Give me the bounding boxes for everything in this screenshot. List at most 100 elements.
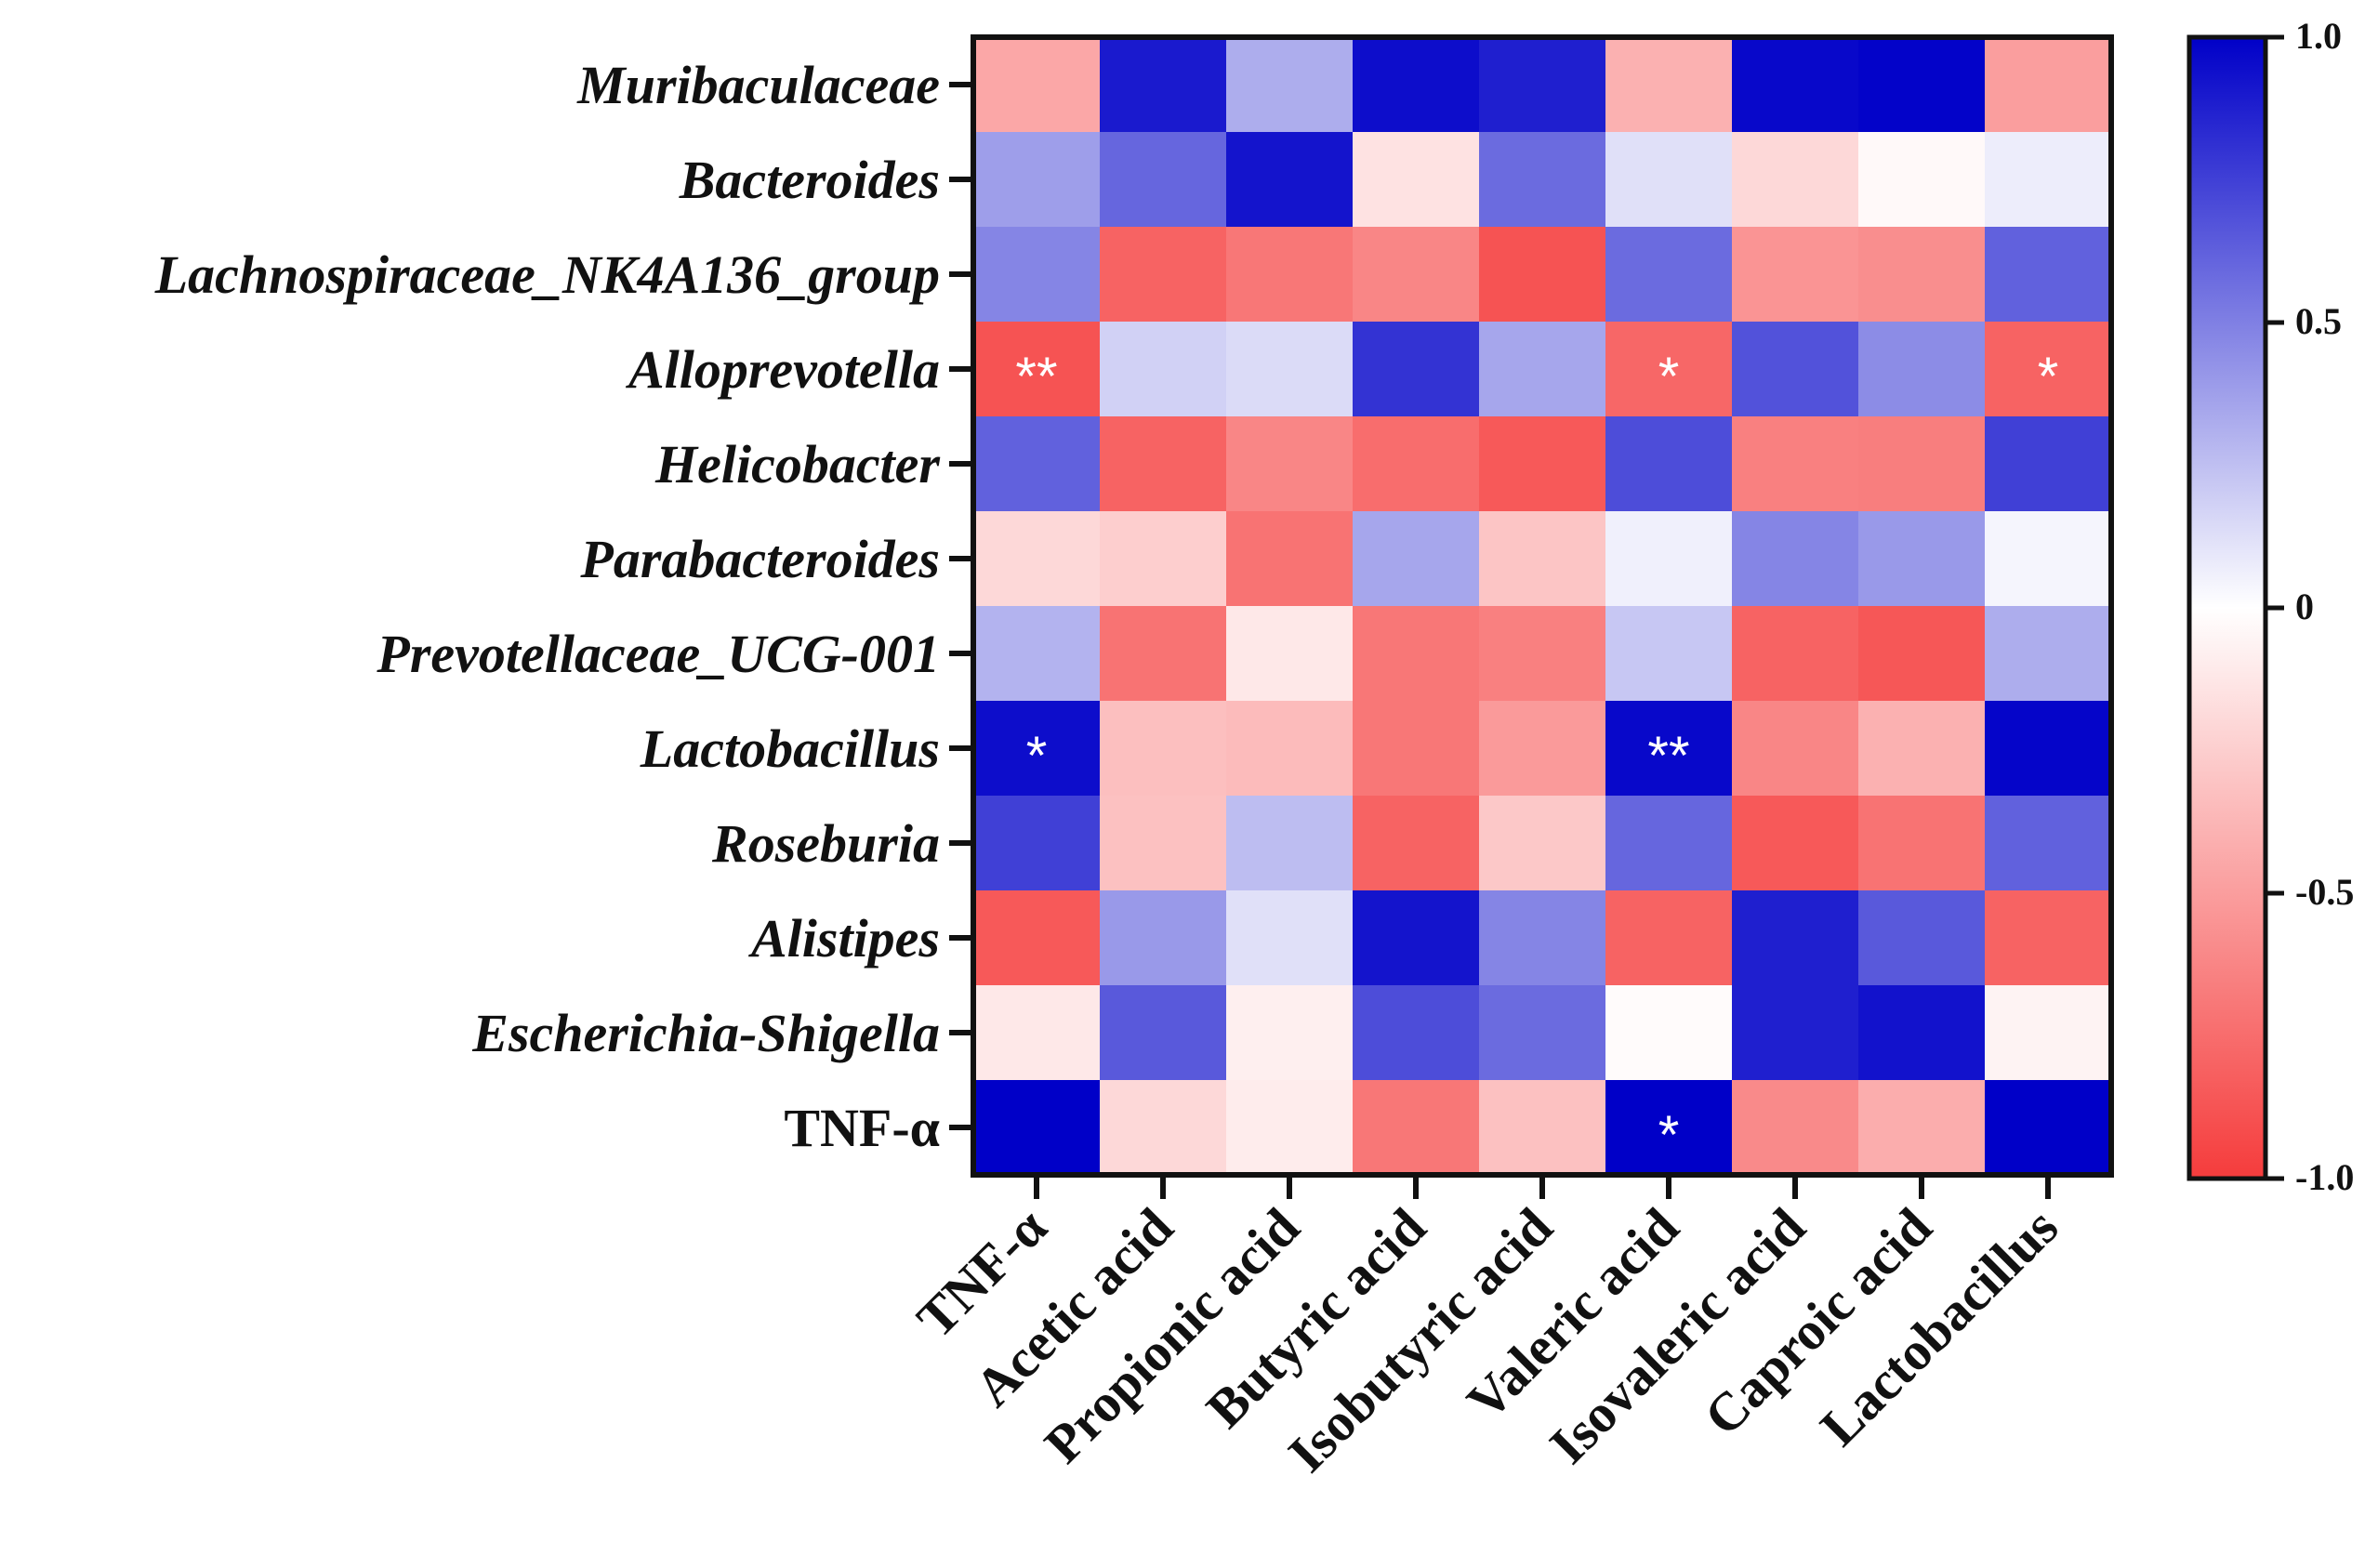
heatmap-cell-r3-c1	[1100, 322, 1227, 417]
heatmap-cell-r10-c2	[1226, 985, 1354, 1081]
heatmap-cell-r8-c8	[1985, 796, 2112, 891]
heatmap-cell-r3-c2	[1226, 322, 1354, 417]
row-label: TNF-α	[784, 1098, 940, 1158]
heatmap-cell-r8-c0	[973, 796, 1101, 891]
row-label: Muribaculaceae	[576, 55, 940, 115]
heatmap-cell-r11-c5	[1605, 1080, 1733, 1176]
row-label: Prevotellaceae_UCG-001	[376, 624, 940, 684]
heatmap-cell-r1-c4	[1479, 132, 1606, 228]
row-labels: Muribaculaceae Bacteroides Lachnospiraceae…	[154, 55, 941, 1158]
heatmap-cell-r1-c3	[1353, 132, 1480, 228]
heatmap-cell-r3-c4	[1479, 322, 1606, 417]
heatmap-cell-r0-c5	[1605, 37, 1733, 133]
column-ticks	[1034, 1175, 2051, 1199]
heatmap-cell-r0-c8	[1985, 37, 2112, 133]
row-label: Alistipes	[748, 908, 940, 968]
heatmap-cell-r7-c0	[973, 701, 1101, 797]
colorbar-tick-label: 0.5	[2295, 300, 2342, 342]
row-label: Lachnospiraceae_NK4A136_group	[154, 244, 940, 305]
row-label: Helicobacter	[654, 434, 940, 494]
heatmap-cell-r9-c8	[1985, 890, 2112, 986]
heatmap-cell-r6-c0	[973, 606, 1101, 702]
heatmap-cell-r7-c4	[1479, 701, 1606, 797]
heatmap-cell-r9-c2	[1226, 890, 1354, 986]
heatmap-cell-r3-c8	[1985, 322, 2112, 417]
colorbar-ticks: 1.0 0.5 0 -0.5 -1.0	[2266, 15, 2354, 1198]
heatmap-cell-r4-c4	[1479, 416, 1606, 512]
heatmap-cell-r11-c3	[1353, 1080, 1480, 1176]
heatmap-cell-r7-c2	[1226, 701, 1354, 797]
heatmap-cell-r2-c1	[1100, 227, 1227, 323]
row-label: Parabacteroides	[579, 529, 940, 589]
heatmap-cell-r4-c6	[1732, 416, 1859, 512]
heatmap-cell-r7-c7	[1858, 701, 1986, 797]
heatmap-cell-r0-c1	[1100, 37, 1227, 133]
heatmap-cell-r5-c6	[1732, 511, 1859, 607]
heatmap-cell-r5-c4	[1479, 511, 1606, 607]
heatmap-cell-r5-c2	[1226, 511, 1354, 607]
heatmap-cell-r5-c7	[1858, 511, 1986, 607]
heatmap-cell-r10-c4	[1479, 985, 1606, 1081]
heatmap-cell-r7-c6	[1732, 701, 1859, 797]
significance-mark: **	[1015, 347, 1057, 407]
heatmap-cell-r0-c4	[1479, 37, 1606, 133]
row-label: Lactobacillus	[640, 718, 940, 779]
heatmap-cell-r10-c3	[1353, 985, 1480, 1081]
heatmap-cell-r9-c1	[1100, 890, 1227, 986]
significance-mark: *	[2038, 347, 2059, 407]
heatmap-cell-r0-c2	[1226, 37, 1354, 133]
row-label: Escherichia-Shigella	[471, 1003, 940, 1063]
heatmap-cell-r6-c7	[1858, 606, 1986, 702]
heatmap-cell-r3-c3	[1353, 322, 1480, 417]
heatmap-cell-r9-c4	[1479, 890, 1606, 986]
heatmap-cell-r10-c7	[1858, 985, 1986, 1081]
heatmap-cell-r8-c1	[1100, 796, 1227, 891]
heatmap-cell-r6-c3	[1353, 606, 1480, 702]
heatmap-cell-r2-c8	[1985, 227, 2112, 323]
heatmap-cell-r6-c8	[1985, 606, 2112, 702]
heatmap-cell-r0-c3	[1353, 37, 1480, 133]
heatmap-cell-r9-c0	[973, 890, 1101, 986]
heatmap-cell-r9-c7	[1858, 890, 1986, 986]
significance-mark: **	[1647, 726, 1689, 786]
heatmap-cell-r5-c5	[1605, 511, 1733, 607]
heatmap-cell-r1-c2	[1226, 132, 1354, 228]
heatmap-cell-r4-c2	[1226, 416, 1354, 512]
significance-mark: *	[1026, 726, 1048, 786]
heatmap-cell-r11-c7	[1858, 1080, 1986, 1176]
heatmap-cell-r3-c0	[973, 322, 1101, 417]
heatmap-cell-r7-c1	[1100, 701, 1227, 797]
significance-marks: ** * ** ***	[1015, 347, 2058, 1166]
heatmap-cell-r8-c7	[1858, 796, 1986, 891]
heatmap-cell-r2-c3	[1353, 227, 1480, 323]
heatmap-cell-r0-c0	[973, 37, 1101, 133]
heatmap-cell-r11-c0	[973, 1080, 1101, 1176]
heatmap-cell-r4-c7	[1858, 416, 1986, 512]
heatmap-cell-r0-c6	[1732, 37, 1859, 133]
heatmap-cell-r11-c4	[1479, 1080, 1606, 1176]
row-ticks	[949, 82, 973, 1130]
heatmap-cell-r8-c6	[1732, 796, 1859, 891]
significance-mark: *	[1658, 347, 1680, 407]
heatmap-cell-r8-c5	[1605, 796, 1733, 891]
row-label: Roseburia	[711, 813, 940, 874]
heatmap-cell-r5-c1	[1100, 511, 1227, 607]
heatmap-cell-r4-c0	[973, 416, 1101, 512]
heatmap-cell-r9-c5	[1605, 890, 1733, 986]
heatmap-cell-r11-c2	[1226, 1080, 1354, 1176]
heatmap-cell-r9-c6	[1732, 890, 1859, 986]
heatmap-cell-r10-c6	[1732, 985, 1859, 1081]
heatmap-cell-r4-c3	[1353, 416, 1480, 512]
colorbar-tick-label: 0	[2295, 586, 2314, 627]
heatmap-cell-r8-c4	[1479, 796, 1606, 891]
heatmap-cell-r6-c4	[1479, 606, 1606, 702]
heatmap-cell-r10-c5	[1605, 985, 1733, 1081]
heatmap-cell-r6-c2	[1226, 606, 1354, 702]
heatmap-cell-r1-c1	[1100, 132, 1227, 228]
heatmap-cell-r3-c7	[1858, 322, 1986, 417]
heatmap-cell-r4-c1	[1100, 416, 1227, 512]
heatmap-cell-r4-c8	[1985, 416, 2112, 512]
heatmap-cell-r10-c1	[1100, 985, 1227, 1081]
